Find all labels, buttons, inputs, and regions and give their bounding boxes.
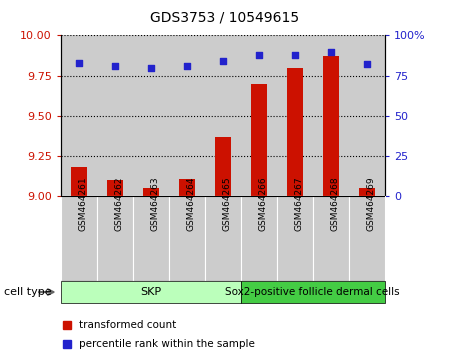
Text: GSM464264: GSM464264 [187, 176, 196, 230]
Point [363, 62, 370, 67]
Text: transformed count: transformed count [79, 320, 176, 330]
Text: GSM464265: GSM464265 [223, 176, 232, 230]
Point [183, 63, 190, 69]
Bar [97, 196, 133, 281]
Bar [205, 196, 241, 281]
Bar [349, 35, 385, 196]
Bar [313, 196, 349, 281]
Text: GSM464262: GSM464262 [115, 176, 124, 230]
Point [327, 48, 334, 54]
Bar [133, 35, 169, 196]
Bar [241, 196, 277, 281]
Text: SKP: SKP [140, 287, 161, 297]
Point [147, 65, 154, 70]
Bar [277, 35, 313, 196]
Bar [107, 181, 123, 196]
Bar [323, 56, 339, 196]
Bar [133, 196, 169, 281]
Text: GDS3753 / 10549615: GDS3753 / 10549615 [150, 11, 300, 25]
Bar [143, 188, 159, 196]
Text: GSM464268: GSM464268 [331, 176, 340, 230]
Bar [71, 167, 87, 196]
Point [111, 63, 118, 69]
Bar [251, 84, 267, 196]
Bar [205, 35, 241, 196]
Text: GSM464263: GSM464263 [151, 176, 160, 230]
Bar [241, 35, 277, 196]
Point [75, 60, 82, 65]
Bar [359, 188, 375, 196]
Text: GSM464267: GSM464267 [295, 176, 304, 230]
Bar [169, 196, 205, 281]
Point [291, 52, 298, 58]
Bar [169, 35, 205, 196]
Bar [61, 281, 241, 303]
Point [255, 52, 262, 58]
Text: percentile rank within the sample: percentile rank within the sample [79, 339, 254, 349]
Text: Sox2-positive follicle dermal cells: Sox2-positive follicle dermal cells [225, 287, 400, 297]
Bar [287, 68, 303, 196]
Bar [349, 196, 385, 281]
Bar [61, 196, 97, 281]
Bar [179, 179, 195, 196]
Bar [277, 196, 313, 281]
Bar [215, 137, 231, 196]
Point [219, 58, 226, 64]
Text: cell type: cell type [4, 287, 52, 297]
Bar [61, 35, 97, 196]
Text: GSM464266: GSM464266 [259, 176, 268, 230]
Text: GSM464269: GSM464269 [367, 176, 376, 230]
Bar [313, 35, 349, 196]
Bar [97, 35, 133, 196]
Bar [241, 281, 385, 303]
Text: GSM464261: GSM464261 [79, 176, 88, 230]
